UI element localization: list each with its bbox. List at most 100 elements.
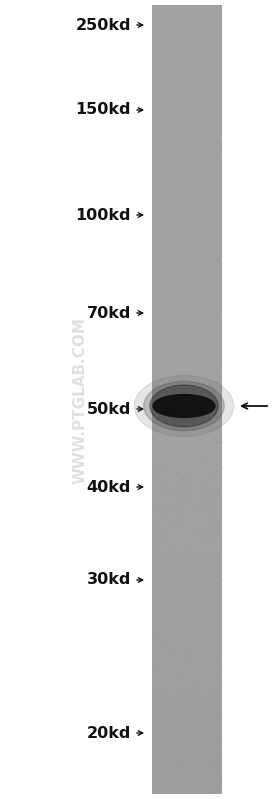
Bar: [152, 186, 222, 190]
Bar: [152, 92, 222, 96]
Bar: [152, 487, 222, 491]
Bar: [152, 108, 222, 112]
Bar: [152, 277, 222, 281]
Bar: [152, 557, 222, 561]
Text: 100kd: 100kd: [76, 208, 131, 222]
Bar: [152, 194, 222, 198]
Bar: [152, 652, 222, 656]
Bar: [152, 597, 222, 601]
Bar: [152, 656, 222, 660]
Bar: [152, 782, 222, 786]
Bar: [152, 68, 222, 72]
Bar: [152, 632, 222, 636]
Bar: [152, 392, 222, 396]
Bar: [152, 308, 222, 312]
Bar: [152, 589, 222, 593]
Bar: [152, 163, 222, 167]
Bar: [152, 344, 222, 348]
Bar: [152, 672, 222, 676]
Bar: [152, 171, 222, 175]
Bar: [152, 443, 222, 447]
Bar: [152, 715, 222, 719]
Bar: [152, 17, 222, 21]
Bar: [152, 37, 222, 41]
Bar: [152, 766, 222, 770]
Bar: [152, 312, 222, 316]
Bar: [152, 739, 222, 743]
Bar: [152, 778, 222, 782]
Bar: [152, 423, 222, 427]
Bar: [152, 762, 222, 766]
Bar: [152, 628, 222, 632]
Bar: [152, 316, 222, 320]
Bar: [152, 72, 222, 76]
Bar: [152, 502, 222, 506]
Bar: [152, 514, 222, 518]
Ellipse shape: [150, 385, 218, 427]
Bar: [152, 206, 222, 210]
Bar: [152, 538, 222, 542]
Bar: [152, 731, 222, 735]
Text: 150kd: 150kd: [76, 102, 131, 117]
Bar: [152, 411, 222, 415]
Bar: [152, 668, 222, 672]
Bar: [152, 491, 222, 494]
Bar: [152, 601, 222, 605]
Ellipse shape: [153, 395, 215, 417]
Bar: [152, 226, 222, 230]
Bar: [152, 561, 222, 565]
Bar: [152, 534, 222, 538]
Bar: [152, 139, 222, 143]
Bar: [152, 29, 222, 33]
Bar: [152, 293, 222, 297]
Bar: [152, 41, 222, 45]
Bar: [152, 380, 222, 384]
Bar: [152, 76, 222, 80]
Bar: [152, 554, 222, 557]
Bar: [152, 585, 222, 589]
Bar: [152, 33, 222, 37]
Bar: [152, 498, 222, 502]
Bar: [152, 475, 222, 479]
Bar: [152, 620, 222, 624]
Bar: [152, 116, 222, 119]
Bar: [152, 104, 222, 108]
Bar: [152, 624, 222, 628]
Text: 30kd: 30kd: [87, 573, 131, 587]
Bar: [152, 680, 222, 683]
Bar: [152, 691, 222, 695]
Bar: [152, 179, 222, 182]
Bar: [152, 336, 222, 340]
Bar: [152, 687, 222, 691]
Bar: [152, 703, 222, 707]
Bar: [152, 636, 222, 640]
Bar: [152, 451, 222, 455]
Bar: [152, 253, 222, 257]
Bar: [152, 273, 222, 277]
Text: WWW.PTGLAB.COM: WWW.PTGLAB.COM: [73, 316, 87, 483]
Bar: [152, 53, 222, 56]
Bar: [152, 695, 222, 699]
Bar: [152, 285, 222, 289]
Bar: [152, 100, 222, 104]
Bar: [152, 471, 222, 475]
Bar: [152, 167, 222, 171]
Bar: [152, 96, 222, 100]
Bar: [152, 360, 222, 364]
Bar: [152, 664, 222, 668]
Bar: [152, 245, 222, 249]
Text: 20kd: 20kd: [87, 725, 131, 741]
Bar: [152, 407, 222, 411]
Bar: [152, 9, 222, 13]
Bar: [152, 459, 222, 463]
Bar: [152, 494, 222, 498]
Bar: [152, 238, 222, 242]
Bar: [152, 175, 222, 179]
Bar: [152, 84, 222, 88]
Bar: [152, 368, 222, 372]
Bar: [152, 403, 222, 407]
Bar: [152, 269, 222, 273]
Bar: [152, 324, 222, 328]
Bar: [152, 214, 222, 218]
Bar: [152, 617, 222, 620]
